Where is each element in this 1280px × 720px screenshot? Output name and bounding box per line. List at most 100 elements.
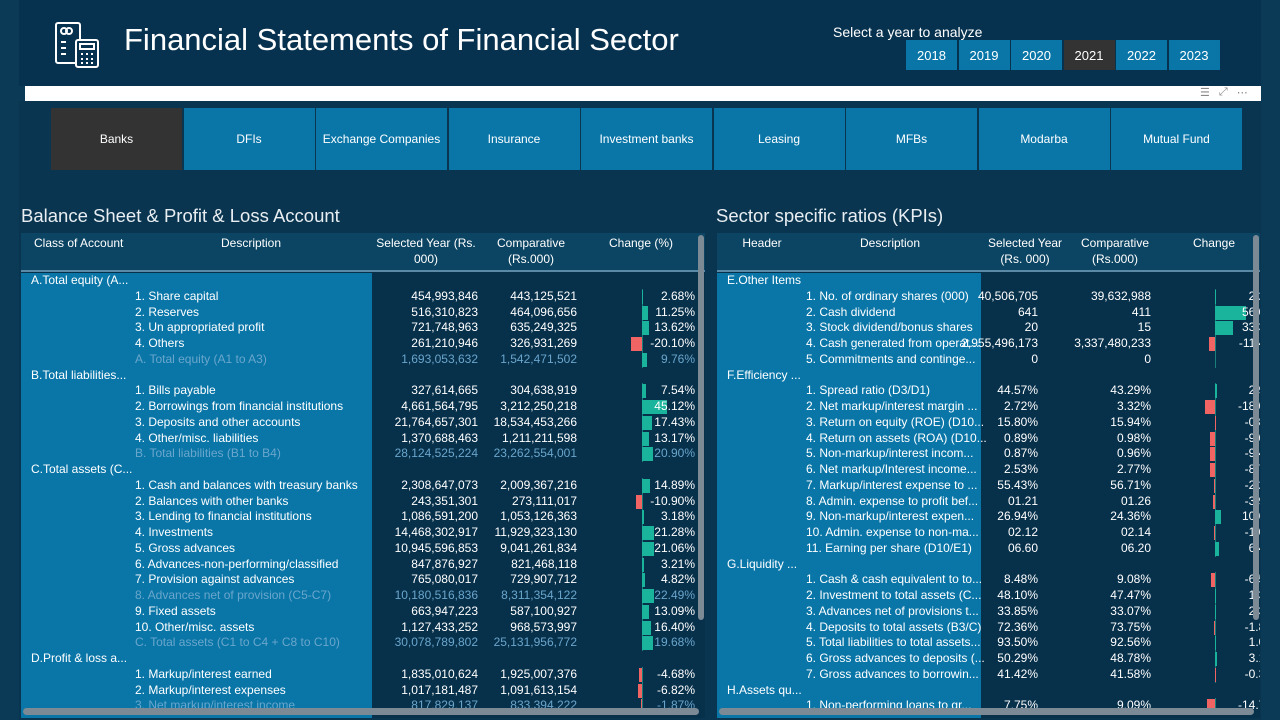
selected-year-cell: 2.53% bbox=[1003, 462, 1038, 476]
positive-change-bar bbox=[642, 431, 650, 446]
year-slicer-label: Select a year to analyze bbox=[833, 24, 983, 40]
table-row: 5. Commitments and continge... 0 0 bbox=[717, 351, 1260, 368]
class-of-account-cell[interactable]: E.Other Items bbox=[727, 273, 802, 287]
sector-tab-exchange-companies[interactable]: Exchange Companies bbox=[316, 108, 447, 170]
class-of-account-cell[interactable]: B.Total liabilities... bbox=[31, 367, 127, 382]
positive-change-bar bbox=[642, 478, 651, 493]
comparative-cell: 41.58% bbox=[1110, 666, 1151, 681]
year-slicer: 2018 2019 2020 2021 2022 2023 bbox=[906, 40, 1221, 70]
positive-change-bar bbox=[642, 289, 644, 304]
comparative-cell: 587,100,927 bbox=[510, 603, 577, 618]
change-axis bbox=[642, 493, 643, 510]
class-of-account-cell[interactable]: A.Total equity (A... bbox=[31, 273, 129, 287]
selected-year-cell: 50.29% bbox=[997, 651, 1038, 665]
group-row: E.Other Items bbox=[717, 273, 1260, 289]
change-cell: 17.43% bbox=[654, 414, 695, 429]
column-header[interactable]: Selected Year (Rs. 000) bbox=[376, 236, 476, 266]
year-button-2019[interactable]: 2019 bbox=[958, 40, 1011, 70]
column-header[interactable]: Comparative (Rs.000) bbox=[1080, 236, 1150, 266]
selected-year-cell: 72.36% bbox=[997, 619, 1038, 634]
group-row: G.Liquidity ... bbox=[717, 557, 1260, 573]
table-row: 3. Advances net of provisions t... 33.85%… bbox=[717, 603, 1260, 620]
vertical-scrollbar[interactable] bbox=[698, 235, 704, 620]
description-cell: 5. Non-markup/interest incom... bbox=[806, 446, 974, 461]
negative-change-bar bbox=[1209, 447, 1215, 462]
column-header[interactable]: Description bbox=[859, 236, 921, 250]
table-row: 7. Provision against advances 765,080,017… bbox=[21, 572, 705, 588]
year-button-2018[interactable]: 2018 bbox=[906, 40, 958, 70]
positive-change-bar bbox=[1215, 589, 1216, 603]
sector-tab-insurance[interactable]: Insurance bbox=[448, 108, 580, 170]
change-cell: 1.02 bbox=[1248, 635, 1260, 650]
comparative-cell: 92.56% bbox=[1110, 635, 1151, 650]
year-button-2023[interactable]: 2023 bbox=[1168, 40, 1221, 70]
focus-mode-icon[interactable]: ⤢ bbox=[1218, 86, 1228, 98]
change-axis bbox=[1215, 414, 1216, 431]
column-header[interactable]: Change (%) bbox=[608, 236, 674, 250]
comparative-cell: 73.75% bbox=[1110, 619, 1151, 634]
negative-change-bar bbox=[1213, 478, 1215, 493]
table-row: 4. Return on assets (ROA) (D10... 0.89% 0.… bbox=[717, 430, 1260, 447]
negative-change-bar bbox=[1211, 573, 1215, 588]
column-header[interactable]: Class of Account bbox=[34, 236, 124, 250]
change-cell: 22.49% bbox=[654, 588, 695, 602]
selected-year-cell: 765,080,017 bbox=[411, 572, 478, 587]
positive-change-bar bbox=[642, 352, 648, 367]
change-cell: 16.40% bbox=[654, 619, 695, 634]
comparative-cell: 8,311,354,122 bbox=[501, 588, 577, 602]
sector-tab-investment-banks[interactable]: Investment banks bbox=[581, 108, 712, 170]
horizontal-scrollbar[interactable] bbox=[719, 708, 1254, 715]
comparative-cell: 15.94% bbox=[1110, 414, 1151, 429]
column-header[interactable]: Comparative (Rs.000) bbox=[496, 236, 566, 266]
comparative-cell: 411 bbox=[1131, 304, 1151, 319]
table-header: Header Description Selected Year (Rs. 000)… bbox=[717, 233, 1260, 272]
class-of-account-cell[interactable]: F.Efficiency ... bbox=[727, 367, 801, 382]
comparative-cell: 48.78% bbox=[1110, 651, 1151, 665]
column-header[interactable]: Description bbox=[220, 236, 282, 250]
positive-change-bar bbox=[1215, 652, 1217, 666]
sector-tab-mutual-fund[interactable]: Mutual Fund bbox=[1111, 108, 1242, 170]
description-cell: 6. Advances-non-performing/classified bbox=[135, 556, 339, 571]
comparative-cell: 1,925,007,376 bbox=[500, 666, 577, 681]
more-options-icon[interactable]: ⋯ bbox=[1236, 87, 1248, 99]
sector-tab-modarba[interactable]: Modarba bbox=[978, 108, 1110, 170]
sector-tab-mfbs[interactable]: MFBs bbox=[846, 108, 977, 170]
table-row: 9. Fixed assets 663,947,223 587,100,927 13.… bbox=[21, 603, 705, 620]
class-of-account-cell[interactable]: H.Assets qu... bbox=[727, 682, 802, 697]
column-header[interactable]: Change bbox=[1192, 236, 1236, 250]
description-cell: 1. Cash and balances with treasury banks bbox=[135, 477, 358, 492]
change-axis bbox=[1215, 430, 1216, 447]
selected-year-cell: 327,614,665 bbox=[411, 383, 478, 398]
filter-icon[interactable]: ☰ bbox=[1200, 87, 1210, 99]
year-button-2021[interactable]: 2021 bbox=[1063, 40, 1116, 70]
class-of-account-cell[interactable]: C.Total assets (C... bbox=[31, 462, 133, 476]
year-button-2022[interactable]: 2022 bbox=[1116, 40, 1168, 70]
group-row: B.Total liabilities... bbox=[21, 368, 705, 384]
column-header[interactable]: Header bbox=[742, 236, 782, 250]
horizontal-scrollbar[interactable] bbox=[23, 708, 699, 715]
selected-year-cell: 15.80% bbox=[997, 414, 1038, 429]
description-cell: 2. Markup/interest expenses bbox=[135, 682, 286, 697]
change-axis bbox=[1215, 619, 1216, 636]
description-cell: 3. Lending to financial institutions bbox=[135, 509, 312, 524]
selected-year-cell: 2,308,647,073 bbox=[401, 477, 478, 492]
comparative-cell: 635,249,325 bbox=[510, 320, 577, 335]
selected-year-cell: 26.94% bbox=[997, 509, 1038, 524]
sector-tab-banks[interactable]: Banks bbox=[51, 108, 182, 170]
class-of-account-cell[interactable]: G.Liquidity ... bbox=[727, 556, 798, 571]
selected-year-cell: 44.57% bbox=[997, 383, 1038, 398]
comparative-cell: 47.47% bbox=[1110, 588, 1151, 602]
sector-tab-dfis[interactable]: DFIs bbox=[183, 108, 315, 170]
financial-statement-calculator-icon bbox=[55, 22, 99, 68]
negative-change-bar bbox=[1213, 620, 1215, 635]
column-header[interactable]: Selected Year (Rs. 000) bbox=[987, 236, 1063, 266]
positive-change-bar bbox=[1215, 384, 1217, 399]
change-cell: 3.18% bbox=[660, 509, 695, 524]
negative-change-bar bbox=[638, 683, 642, 698]
vertical-scrollbar[interactable] bbox=[1253, 235, 1259, 620]
class-of-account-cell[interactable]: D.Profit & loss a... bbox=[31, 651, 128, 665]
sector-tab-leasing[interactable]: Leasing bbox=[713, 108, 845, 170]
year-button-2020[interactable]: 2020 bbox=[1011, 40, 1063, 70]
description-cell: 7. Markup/interest expense to ... bbox=[806, 477, 978, 492]
description-cell: 4. Others bbox=[135, 336, 185, 350]
